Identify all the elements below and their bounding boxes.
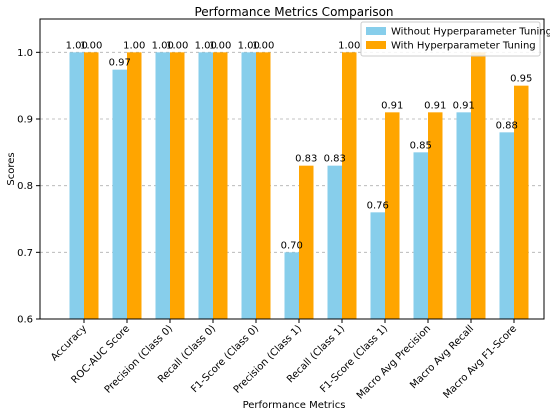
chart-title: Performance Metrics Comparison	[194, 5, 393, 19]
legend-entry-label: With Hyperparameter Tuning	[391, 41, 536, 52]
y-tick-label: 0.6	[17, 315, 33, 326]
x-tick-label: Macro Avg F1-Score	[441, 323, 519, 401]
data-label: 0.85	[410, 140, 432, 151]
data-label: 0.88	[496, 120, 518, 131]
bar-without-tuning	[155, 52, 170, 319]
data-label: 0.91	[453, 100, 475, 111]
data-label: 1.00	[152, 40, 174, 51]
legend-swatch	[366, 27, 386, 35]
bar-without-tuning	[370, 212, 385, 319]
legend: Without Hyperparameter Tuning With Hyperp…	[360, 21, 550, 57]
y-tick-label: 0.7	[17, 248, 33, 259]
data-label: 0.83	[324, 154, 346, 165]
bar-with-tuning	[127, 52, 142, 319]
data-label: 1.00	[123, 40, 145, 51]
legend-entry-label: Without Hyperparameter Tuning	[391, 27, 550, 38]
y-axis: 0.6 0.7 0.8 0.9 1.0	[17, 48, 40, 326]
bar-with-tuning	[514, 85, 529, 320]
bar-with-tuning	[299, 165, 314, 319]
data-label: 1.00	[166, 40, 188, 51]
bar-without-tuning	[112, 69, 127, 320]
x-tick-label: Macro Avg Precision	[355, 323, 433, 401]
bar-with-tuning	[385, 112, 400, 319]
x-tick-label: Accuracy	[49, 323, 89, 363]
data-label: 0.70	[281, 240, 303, 251]
data-label: 1.00	[209, 40, 231, 51]
x-axis-label: Performance Metrics	[243, 400, 346, 411]
plot-frame	[39, 18, 545, 320]
data-labels: 1.001.000.971.00 1.001.00 1.001.00 1.001.00…	[66, 40, 533, 251]
bar-with-tuning	[428, 112, 443, 319]
data-label: 0.97	[109, 58, 131, 69]
bar-without-tuning	[284, 252, 299, 319]
data-label: 1.00	[80, 40, 102, 51]
data-label: 0.95	[510, 74, 532, 85]
y-axis-label: Scores	[6, 152, 17, 185]
bar-without-tuning	[198, 52, 213, 319]
bar-with-tuning	[84, 52, 99, 319]
bar-without-tuning	[413, 152, 428, 319]
data-label: 0.91	[381, 100, 403, 111]
data-label: 0.83	[295, 154, 317, 165]
bar-with-tuning	[342, 52, 357, 319]
data-label: 0.91	[424, 100, 446, 111]
data-label: 1.00	[338, 40, 360, 51]
data-label: 1.00	[252, 40, 274, 51]
data-label: 1.00	[66, 40, 88, 51]
data-label: 1.00	[195, 40, 217, 51]
legend-swatch	[366, 41, 386, 49]
data-label: 1.00	[238, 40, 260, 51]
bar-without-tuning	[327, 165, 342, 319]
bar-with-tuning	[256, 52, 271, 319]
bars	[69, 52, 529, 320]
y-tick-label: 0.9	[17, 115, 33, 126]
bar-with-tuning	[213, 52, 228, 319]
bar-with-tuning	[170, 52, 185, 319]
bar-without-tuning	[456, 112, 471, 319]
bar-with-tuning	[471, 52, 486, 319]
y-tick-label: 0.8	[17, 181, 33, 192]
bar-without-tuning	[69, 52, 84, 319]
y-tick-label: 1.0	[17, 48, 33, 59]
data-label: 0.76	[367, 200, 389, 211]
legend-box	[360, 21, 541, 57]
bar-without-tuning	[241, 52, 256, 319]
bar-without-tuning	[499, 132, 514, 319]
